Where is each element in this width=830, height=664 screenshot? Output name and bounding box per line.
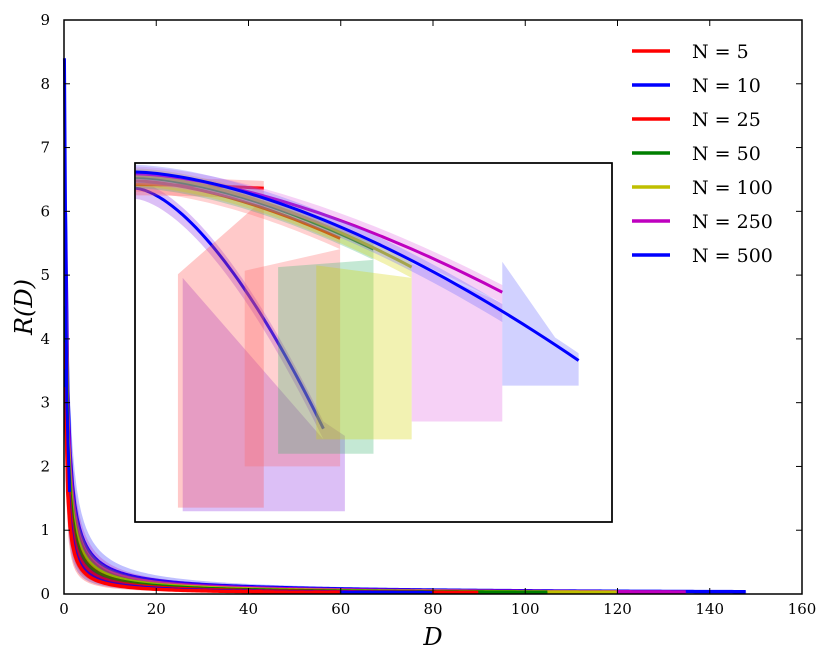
y-tick-label: 5 [40, 266, 50, 284]
inset-band [135, 168, 412, 440]
legend-label: N = 50 [692, 143, 761, 165]
legend-entry: N = 100 [632, 177, 773, 199]
x-tick-label: 20 [147, 600, 166, 618]
legend-entry: N = 5 [632, 41, 749, 63]
legend-entry: N = 500 [632, 245, 773, 267]
inset-border [134, 162, 613, 523]
series-line [63, 387, 340, 595]
axes: 0 20 40 60 80 100 120 140 160 0 1 2 3 4 5 6 7 8 9 [40, 11, 816, 618]
legend-entry: N = 25 [632, 109, 761, 131]
legend-label: N = 25 [692, 109, 761, 131]
x-tick-label: 60 [331, 600, 350, 618]
inset-band [135, 170, 374, 454]
x-tick-label: 0 [59, 600, 69, 618]
y-tick-label: 6 [40, 202, 50, 220]
y-tick-label: 9 [40, 11, 50, 29]
legend: N = 5 N = 10 N = 25 N = 50 N = 100 N = 250 N =… [632, 41, 773, 267]
inset-line [134, 186, 325, 430]
y-tick-label: 7 [40, 139, 50, 157]
y-tick-label: 0 [40, 585, 50, 603]
legend-entry: N = 10 [632, 75, 761, 97]
inset-line [134, 170, 580, 362]
x-tick-label: 160 [788, 600, 817, 618]
legend-label: N = 250 [692, 211, 773, 233]
inset-band [135, 180, 345, 512]
inset-plot [134, 162, 613, 523]
x-tick-label: 140 [695, 600, 724, 618]
legend-label: N = 500 [692, 245, 773, 267]
legend-entry: N = 250 [632, 211, 773, 233]
y-axis-title: R(D) [10, 279, 38, 336]
y-tick-label: 3 [40, 394, 50, 412]
x-axis-title: D [422, 623, 442, 651]
inset-line [134, 174, 413, 269]
legend-label: N = 10 [692, 75, 761, 97]
y-tick-label: 8 [40, 75, 50, 93]
x-tick-label: 80 [423, 600, 442, 618]
y-tick-label: 4 [40, 330, 50, 348]
inset-band [135, 177, 264, 508]
legend-entry: N = 50 [632, 143, 761, 165]
x-tick-label: 100 [511, 600, 540, 618]
y-tick-label: 2 [40, 457, 50, 475]
inset-line [134, 179, 341, 240]
y-tick-label: 1 [40, 521, 50, 539]
x-tick-label: 40 [239, 600, 258, 618]
inset-band [135, 173, 341, 467]
inset-band [135, 164, 579, 386]
x-tick-label: 120 [603, 600, 632, 618]
legend-label: N = 100 [692, 177, 773, 199]
legend-label: N = 5 [692, 41, 749, 63]
